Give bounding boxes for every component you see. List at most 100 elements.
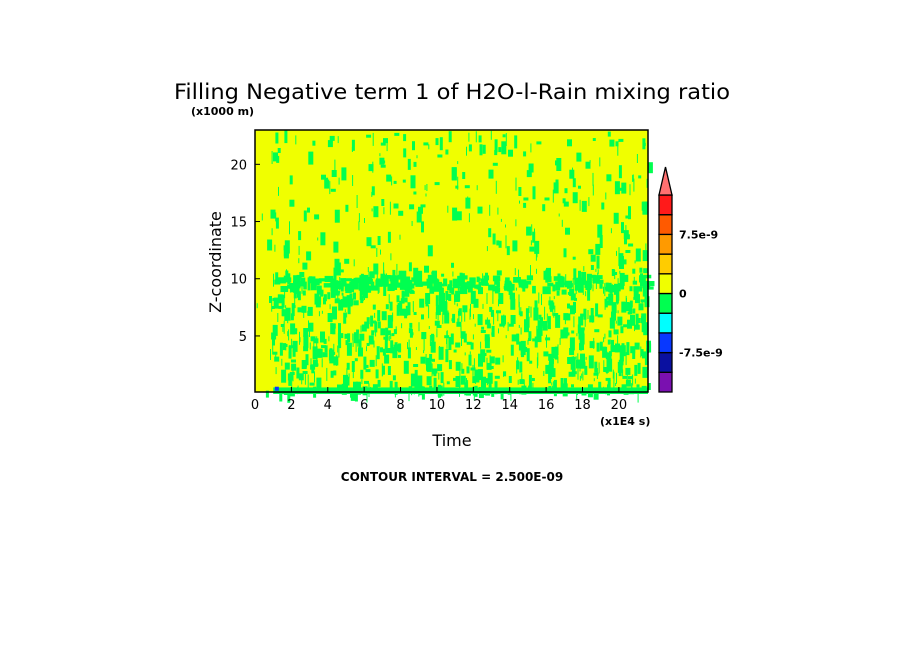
contour-patch: [465, 197, 471, 209]
contour-patch: [433, 371, 437, 377]
contour-patch: [332, 306, 337, 320]
contour-patch: [481, 326, 485, 330]
contour-patch: [292, 305, 296, 309]
contour-patch: [456, 211, 462, 221]
contour-patch: [366, 317, 370, 325]
contour-patch: [527, 339, 529, 345]
contour-patch: [309, 342, 311, 350]
contour-patch: [485, 319, 491, 325]
positive-patches: [256, 130, 655, 403]
contour-patch: [476, 185, 478, 191]
contour-patch: [528, 374, 532, 388]
contour-patch: [385, 304, 389, 310]
contour-patch: [479, 358, 481, 364]
contour-patch: [338, 335, 342, 349]
contour-patch: [478, 287, 483, 295]
contour-patch: [515, 177, 517, 191]
contour-patch: [452, 284, 460, 289]
contour-patch: [448, 360, 452, 370]
contour-patch: [390, 334, 392, 340]
contour-patch: [329, 181, 331, 195]
contour-patch: [287, 373, 293, 381]
contour-patch: [321, 345, 326, 349]
contour-patch: [373, 340, 375, 348]
contour-patch: [370, 315, 374, 327]
contour-patch: [303, 334, 309, 348]
contour-patch: [561, 219, 563, 227]
contour-patch: [515, 245, 516, 249]
contour-patch: [330, 323, 334, 335]
contour-patch: [557, 278, 559, 287]
contour-patch: [273, 297, 279, 309]
contour-patch: [430, 341, 436, 353]
x-tick-label: 10: [429, 398, 446, 413]
contour-patch: [453, 349, 457, 353]
contour-patch: [579, 333, 585, 345]
contour-patch: [413, 272, 419, 286]
contour-patch: [488, 228, 492, 238]
contour-patch: [580, 313, 586, 317]
contour-patch: [503, 286, 513, 290]
contour-patch: [455, 185, 459, 189]
contour-patch: [365, 369, 371, 373]
contour-patch: [424, 185, 426, 191]
contour-patch: [490, 366, 494, 369]
contour-patch: [387, 315, 393, 329]
contour-patch: [287, 389, 291, 403]
contour-patch: [518, 294, 520, 308]
contour-patch: [505, 133, 507, 146]
contour-patch: [637, 362, 641, 374]
contour-patch: [298, 258, 300, 264]
contour-patch: [460, 375, 466, 385]
x-tick-label: 18: [574, 398, 591, 413]
contour-patch: [573, 316, 575, 328]
contour-patch: [599, 341, 603, 351]
contour-patch: [461, 363, 463, 371]
contour-patch: [289, 175, 293, 185]
contour-patch: [510, 344, 514, 356]
contour-patch: [392, 269, 396, 279]
contour-patch: [445, 149, 449, 155]
contour-patch: [291, 363, 297, 371]
contour-patch: [353, 381, 358, 389]
contour-patch: [384, 338, 388, 350]
contour-patch: [491, 325, 495, 337]
contour-patch: [571, 330, 575, 334]
contour-patch: [388, 294, 390, 304]
contour-patch: [455, 342, 461, 348]
contour-patch: [444, 312, 450, 324]
contour-patch: [578, 332, 582, 340]
contour-patch: [632, 280, 638, 285]
contour-patch: [617, 278, 619, 288]
contour-patch: [282, 343, 286, 351]
contour-patch: [416, 211, 422, 223]
contour-patch: [462, 172, 466, 179]
contour-patch: [646, 178, 648, 188]
contour-patch: [596, 368, 598, 379]
contour-patch: [565, 274, 567, 282]
contour-patch: [567, 139, 572, 147]
contour-patch: [378, 281, 380, 293]
contour-patch: [338, 344, 340, 358]
contour-patch: [605, 354, 607, 360]
contour-patch: [545, 269, 549, 283]
contour-patch: [344, 309, 346, 313]
contour-patch: [529, 360, 533, 364]
contour-patch: [284, 362, 290, 370]
contour-patch: [358, 339, 362, 351]
contour-patch: [611, 311, 616, 321]
contour-patch: [613, 212, 619, 224]
contour-patch: [359, 333, 365, 341]
contour-patch: [421, 314, 424, 320]
contour-patch: [640, 346, 642, 358]
contour-patch: [510, 298, 516, 310]
contour-patch: [484, 337, 490, 349]
contour-patch: [437, 281, 443, 289]
contour-patch: [327, 140, 333, 148]
contour-patch: [523, 197, 529, 201]
contour-patch: [314, 371, 315, 383]
contour-patch: [411, 221, 413, 226]
contour-patch: [412, 301, 414, 313]
contour-patch: [610, 228, 612, 234]
contour-patch: [294, 295, 296, 307]
